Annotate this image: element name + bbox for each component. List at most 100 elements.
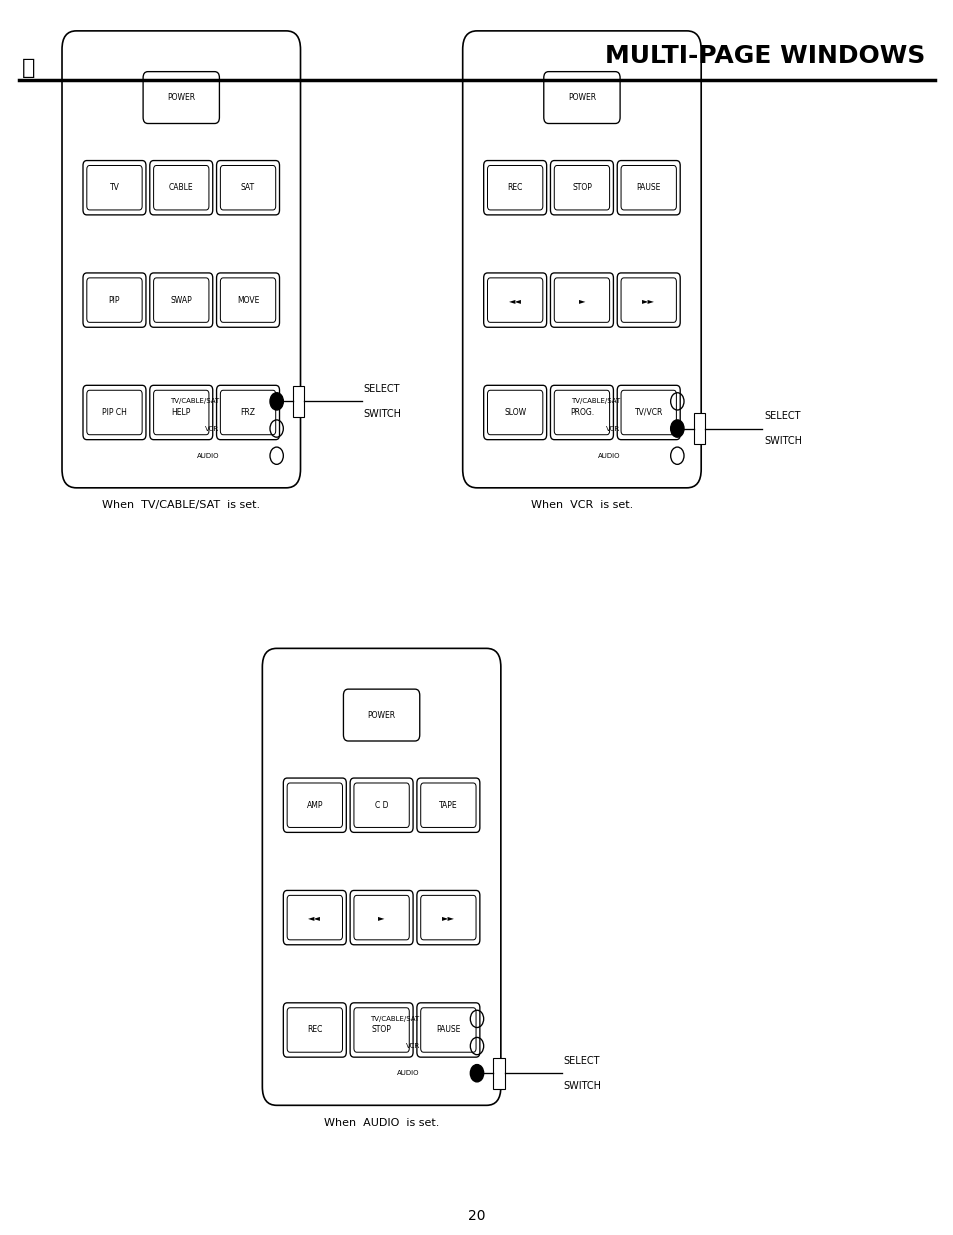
- FancyBboxPatch shape: [617, 385, 679, 440]
- Text: ►►: ►►: [641, 295, 655, 305]
- FancyBboxPatch shape: [354, 1008, 409, 1052]
- FancyBboxPatch shape: [416, 890, 479, 945]
- Text: AMP: AMP: [306, 800, 323, 810]
- FancyBboxPatch shape: [617, 273, 679, 327]
- FancyBboxPatch shape: [354, 895, 409, 940]
- FancyBboxPatch shape: [487, 278, 542, 322]
- FancyBboxPatch shape: [220, 165, 275, 210]
- Circle shape: [670, 420, 683, 437]
- FancyBboxPatch shape: [62, 31, 300, 488]
- Text: FRZ: FRZ: [240, 408, 255, 417]
- FancyBboxPatch shape: [283, 778, 346, 832]
- Text: STOP: STOP: [572, 183, 591, 193]
- FancyBboxPatch shape: [554, 390, 609, 435]
- Text: TV/CABLE/SAT: TV/CABLE/SAT: [170, 399, 219, 404]
- Bar: [293, 385, 304, 416]
- FancyBboxPatch shape: [483, 161, 546, 215]
- Text: 20: 20: [468, 1209, 485, 1224]
- FancyBboxPatch shape: [287, 1008, 342, 1052]
- Text: TV/VCR: TV/VCR: [634, 408, 662, 417]
- FancyBboxPatch shape: [216, 161, 279, 215]
- Text: AUDIO: AUDIO: [196, 453, 219, 458]
- FancyBboxPatch shape: [150, 385, 213, 440]
- Bar: [693, 412, 704, 445]
- Text: REC: REC: [307, 1025, 322, 1035]
- FancyBboxPatch shape: [87, 278, 142, 322]
- FancyBboxPatch shape: [216, 385, 279, 440]
- FancyBboxPatch shape: [153, 390, 209, 435]
- Text: PIP CH: PIP CH: [102, 408, 127, 417]
- FancyBboxPatch shape: [262, 648, 500, 1105]
- Text: ►►: ►►: [441, 913, 455, 923]
- FancyBboxPatch shape: [83, 385, 146, 440]
- Text: ►: ►: [578, 295, 584, 305]
- FancyBboxPatch shape: [550, 385, 613, 440]
- Text: REC: REC: [507, 183, 522, 193]
- Text: MOVE: MOVE: [236, 295, 259, 305]
- Text: TAPE: TAPE: [438, 800, 457, 810]
- Text: AUDIO: AUDIO: [396, 1071, 419, 1076]
- FancyBboxPatch shape: [420, 1008, 476, 1052]
- FancyBboxPatch shape: [143, 72, 219, 124]
- FancyBboxPatch shape: [283, 890, 346, 945]
- FancyBboxPatch shape: [554, 165, 609, 210]
- FancyBboxPatch shape: [343, 689, 419, 741]
- FancyBboxPatch shape: [617, 161, 679, 215]
- FancyBboxPatch shape: [150, 273, 213, 327]
- Text: POWER: POWER: [367, 710, 395, 720]
- FancyBboxPatch shape: [620, 165, 676, 210]
- FancyBboxPatch shape: [420, 783, 476, 827]
- Text: TV/CABLE/SAT: TV/CABLE/SAT: [570, 399, 619, 404]
- Text: ►: ►: [378, 913, 384, 923]
- Text: VCR: VCR: [205, 426, 219, 431]
- Text: SWITCH: SWITCH: [763, 436, 801, 446]
- Text: PIP: PIP: [109, 295, 120, 305]
- FancyBboxPatch shape: [153, 278, 209, 322]
- Text: When  VCR  is set.: When VCR is set.: [530, 500, 633, 510]
- Text: ◄◄: ◄◄: [308, 913, 321, 923]
- Text: When  TV/CABLE/SAT  is set.: When TV/CABLE/SAT is set.: [102, 500, 260, 510]
- FancyBboxPatch shape: [220, 278, 275, 322]
- FancyBboxPatch shape: [550, 161, 613, 215]
- Text: SELECT: SELECT: [563, 1056, 599, 1066]
- FancyBboxPatch shape: [87, 390, 142, 435]
- Bar: [493, 1057, 504, 1089]
- FancyBboxPatch shape: [416, 1003, 479, 1057]
- Text: PROG.: PROG.: [569, 408, 594, 417]
- Text: POWER: POWER: [567, 93, 596, 103]
- Text: SELECT: SELECT: [763, 411, 800, 421]
- Text: SAT: SAT: [241, 183, 254, 193]
- Circle shape: [470, 1065, 483, 1082]
- Text: CABLE: CABLE: [169, 183, 193, 193]
- Text: SWAP: SWAP: [171, 295, 192, 305]
- FancyBboxPatch shape: [462, 31, 700, 488]
- Text: ◄◄: ◄◄: [508, 295, 521, 305]
- FancyBboxPatch shape: [416, 778, 479, 832]
- Text: HELP: HELP: [172, 408, 191, 417]
- FancyBboxPatch shape: [287, 783, 342, 827]
- FancyBboxPatch shape: [354, 783, 409, 827]
- FancyBboxPatch shape: [487, 390, 542, 435]
- Text: VCR: VCR: [605, 426, 619, 431]
- Text: PAUSE: PAUSE: [636, 183, 660, 193]
- Text: When  AUDIO  is set.: When AUDIO is set.: [324, 1118, 438, 1128]
- FancyBboxPatch shape: [554, 278, 609, 322]
- FancyBboxPatch shape: [487, 165, 542, 210]
- Text: TV: TV: [110, 183, 119, 193]
- FancyBboxPatch shape: [83, 273, 146, 327]
- FancyBboxPatch shape: [620, 390, 676, 435]
- Text: SELECT: SELECT: [363, 384, 399, 394]
- FancyBboxPatch shape: [550, 273, 613, 327]
- FancyBboxPatch shape: [150, 161, 213, 215]
- FancyBboxPatch shape: [483, 273, 546, 327]
- Text: 📱: 📱: [22, 58, 35, 78]
- Text: C D: C D: [375, 800, 388, 810]
- FancyBboxPatch shape: [620, 278, 676, 322]
- Text: STOP: STOP: [372, 1025, 391, 1035]
- Text: MULTI-PAGE WINDOWS: MULTI-PAGE WINDOWS: [604, 43, 924, 68]
- Text: SWITCH: SWITCH: [363, 409, 401, 419]
- FancyBboxPatch shape: [83, 161, 146, 215]
- FancyBboxPatch shape: [220, 390, 275, 435]
- Text: SLOW: SLOW: [503, 408, 526, 417]
- Circle shape: [270, 393, 283, 410]
